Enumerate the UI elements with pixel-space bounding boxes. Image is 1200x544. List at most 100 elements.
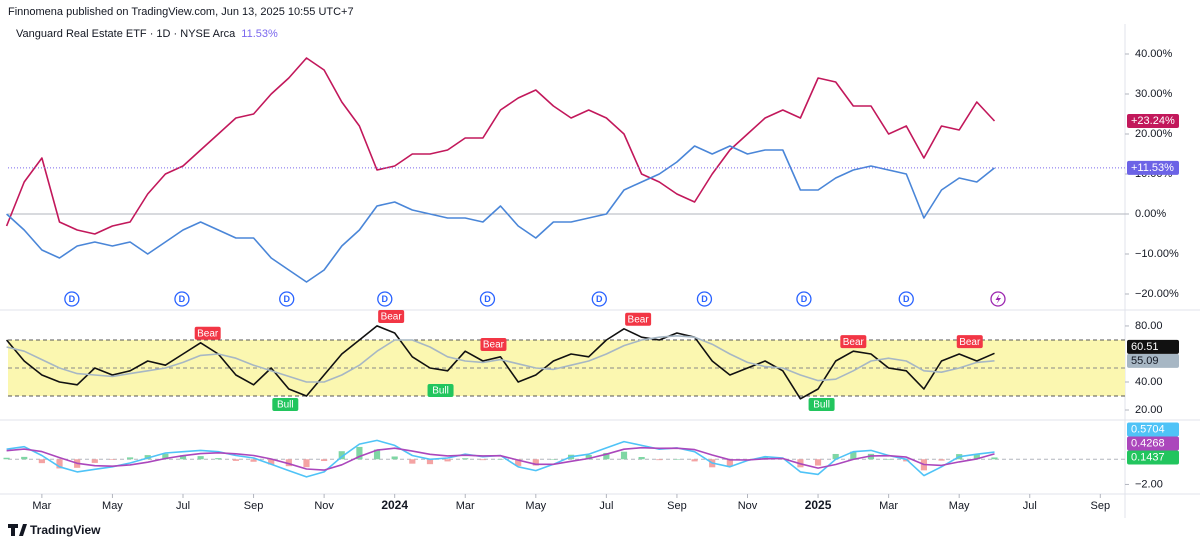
dividend-label: D	[283, 294, 290, 304]
signal-label: Bear	[959, 337, 981, 348]
x-tick-label: Jul	[1023, 500, 1037, 512]
x-tick-label: May	[949, 500, 970, 512]
series-line	[6, 145, 995, 283]
x-tick-label: Sep	[244, 500, 264, 512]
dividend-label: D	[179, 294, 186, 304]
signal-label: Bear	[483, 340, 505, 351]
histogram-bar	[656, 459, 663, 461]
dividend-label: D	[701, 294, 708, 304]
y-tick-label: 80.00	[1135, 320, 1163, 332]
histogram-bar	[673, 459, 681, 460]
value-badge	[1127, 339, 1179, 354]
dividend-marker	[174, 291, 190, 307]
histogram-bar	[479, 459, 486, 461]
histogram-bar	[550, 459, 557, 460]
x-tick-label: Sep	[667, 500, 687, 512]
signal-label: Bull	[432, 386, 449, 397]
value-badge-label: 60.51	[1131, 341, 1159, 353]
signal-label: Bear	[197, 328, 219, 339]
value-badge	[1127, 422, 1179, 437]
y-tick-label: 30.00%	[1135, 88, 1173, 100]
dividend-marker	[377, 291, 393, 307]
y-tick-label: 20.00	[1135, 404, 1163, 416]
series-line	[6, 335, 995, 383]
dividend-label: D	[382, 294, 389, 304]
histogram-bar	[691, 459, 698, 462]
histogram-bar	[726, 459, 733, 467]
x-tick-label: Mar	[32, 500, 51, 512]
signal-box	[378, 309, 405, 323]
histogram-bar	[232, 459, 240, 461]
signal-label: Bear	[843, 337, 865, 348]
value-badge	[1127, 353, 1179, 368]
histogram-bar	[832, 453, 839, 460]
histogram-bar	[426, 459, 434, 465]
histogram-bar	[197, 456, 204, 460]
lightning-icon	[990, 291, 1006, 307]
histogram-bar	[21, 456, 28, 460]
signal-label: Bear	[381, 312, 403, 323]
value-badge	[1127, 450, 1179, 465]
series-line	[5, 57, 996, 235]
dividend-label: D	[69, 294, 76, 304]
histogram-bar	[938, 459, 945, 461]
x-tick-label: May	[102, 500, 123, 512]
value-badge	[1127, 436, 1179, 451]
signal-box	[808, 398, 835, 412]
dividend-marker	[479, 291, 496, 307]
x-tick-label: Jul	[176, 500, 190, 512]
chart-subtitle: 11.53%	[241, 28, 278, 40]
histogram-bar	[56, 459, 63, 469]
histogram-bar	[973, 454, 980, 460]
y-tick-label: 0.00%	[1135, 208, 1166, 220]
histogram-bar	[126, 457, 134, 460]
value-badge-label: 55.09	[1131, 355, 1159, 367]
histogram-bar	[497, 459, 504, 460]
signal-box	[840, 335, 867, 349]
y-tick-label: −10.00%	[1135, 248, 1179, 260]
signal-box	[272, 398, 299, 412]
dividend-marker	[64, 291, 80, 307]
value-badge	[1127, 114, 1179, 129]
dividend-label: D	[903, 294, 910, 304]
tradingview-logo	[8, 524, 27, 536]
histogram-bar	[391, 456, 398, 460]
dividend-label: D	[801, 294, 808, 304]
dividend-marker	[898, 291, 914, 307]
dividend-marker	[591, 291, 607, 307]
value-badge-label: 0.4268	[1131, 437, 1165, 449]
publish-info: Finnomena published on TradingView.com, …	[8, 6, 354, 18]
histogram-bar	[532, 459, 539, 466]
signal-box	[480, 337, 507, 351]
value-badge-label: 0.1437	[1131, 451, 1165, 463]
histogram-bar	[268, 459, 275, 465]
y-tick-label: −2.00	[1135, 478, 1163, 490]
value-badge-label: +23.24%	[1131, 115, 1175, 127]
histogram-bar	[109, 459, 116, 460]
x-tick-label: Mar	[879, 500, 898, 512]
histogram-bar	[3, 457, 10, 460]
x-tick-label: Mar	[456, 500, 475, 512]
y-tick-label: −20.00%	[1135, 288, 1179, 300]
histogram-bar	[620, 451, 628, 460]
histogram-bar	[179, 455, 187, 460]
histogram-bar	[285, 459, 292, 467]
dividend-marker	[796, 291, 812, 307]
signal-box	[427, 383, 454, 397]
histogram-bar	[885, 459, 892, 460]
series-line	[5, 325, 995, 400]
x-tick-label: Sep	[1091, 500, 1111, 512]
histogram-bar	[38, 459, 45, 464]
y-tick-label: 20.00%	[1135, 128, 1173, 140]
x-tick-label: Jul	[599, 500, 613, 512]
x-tick-label: 2024	[381, 498, 408, 512]
histogram-bar	[215, 458, 222, 460]
histogram-bar	[162, 453, 169, 460]
histogram-bar	[409, 459, 416, 464]
value-badge-label: +11.53%	[1131, 162, 1174, 174]
x-tick-label: Nov	[738, 500, 758, 512]
value-badge	[1127, 160, 1179, 175]
x-tick-label: May	[525, 500, 546, 512]
signal-label: Bull	[277, 400, 294, 411]
